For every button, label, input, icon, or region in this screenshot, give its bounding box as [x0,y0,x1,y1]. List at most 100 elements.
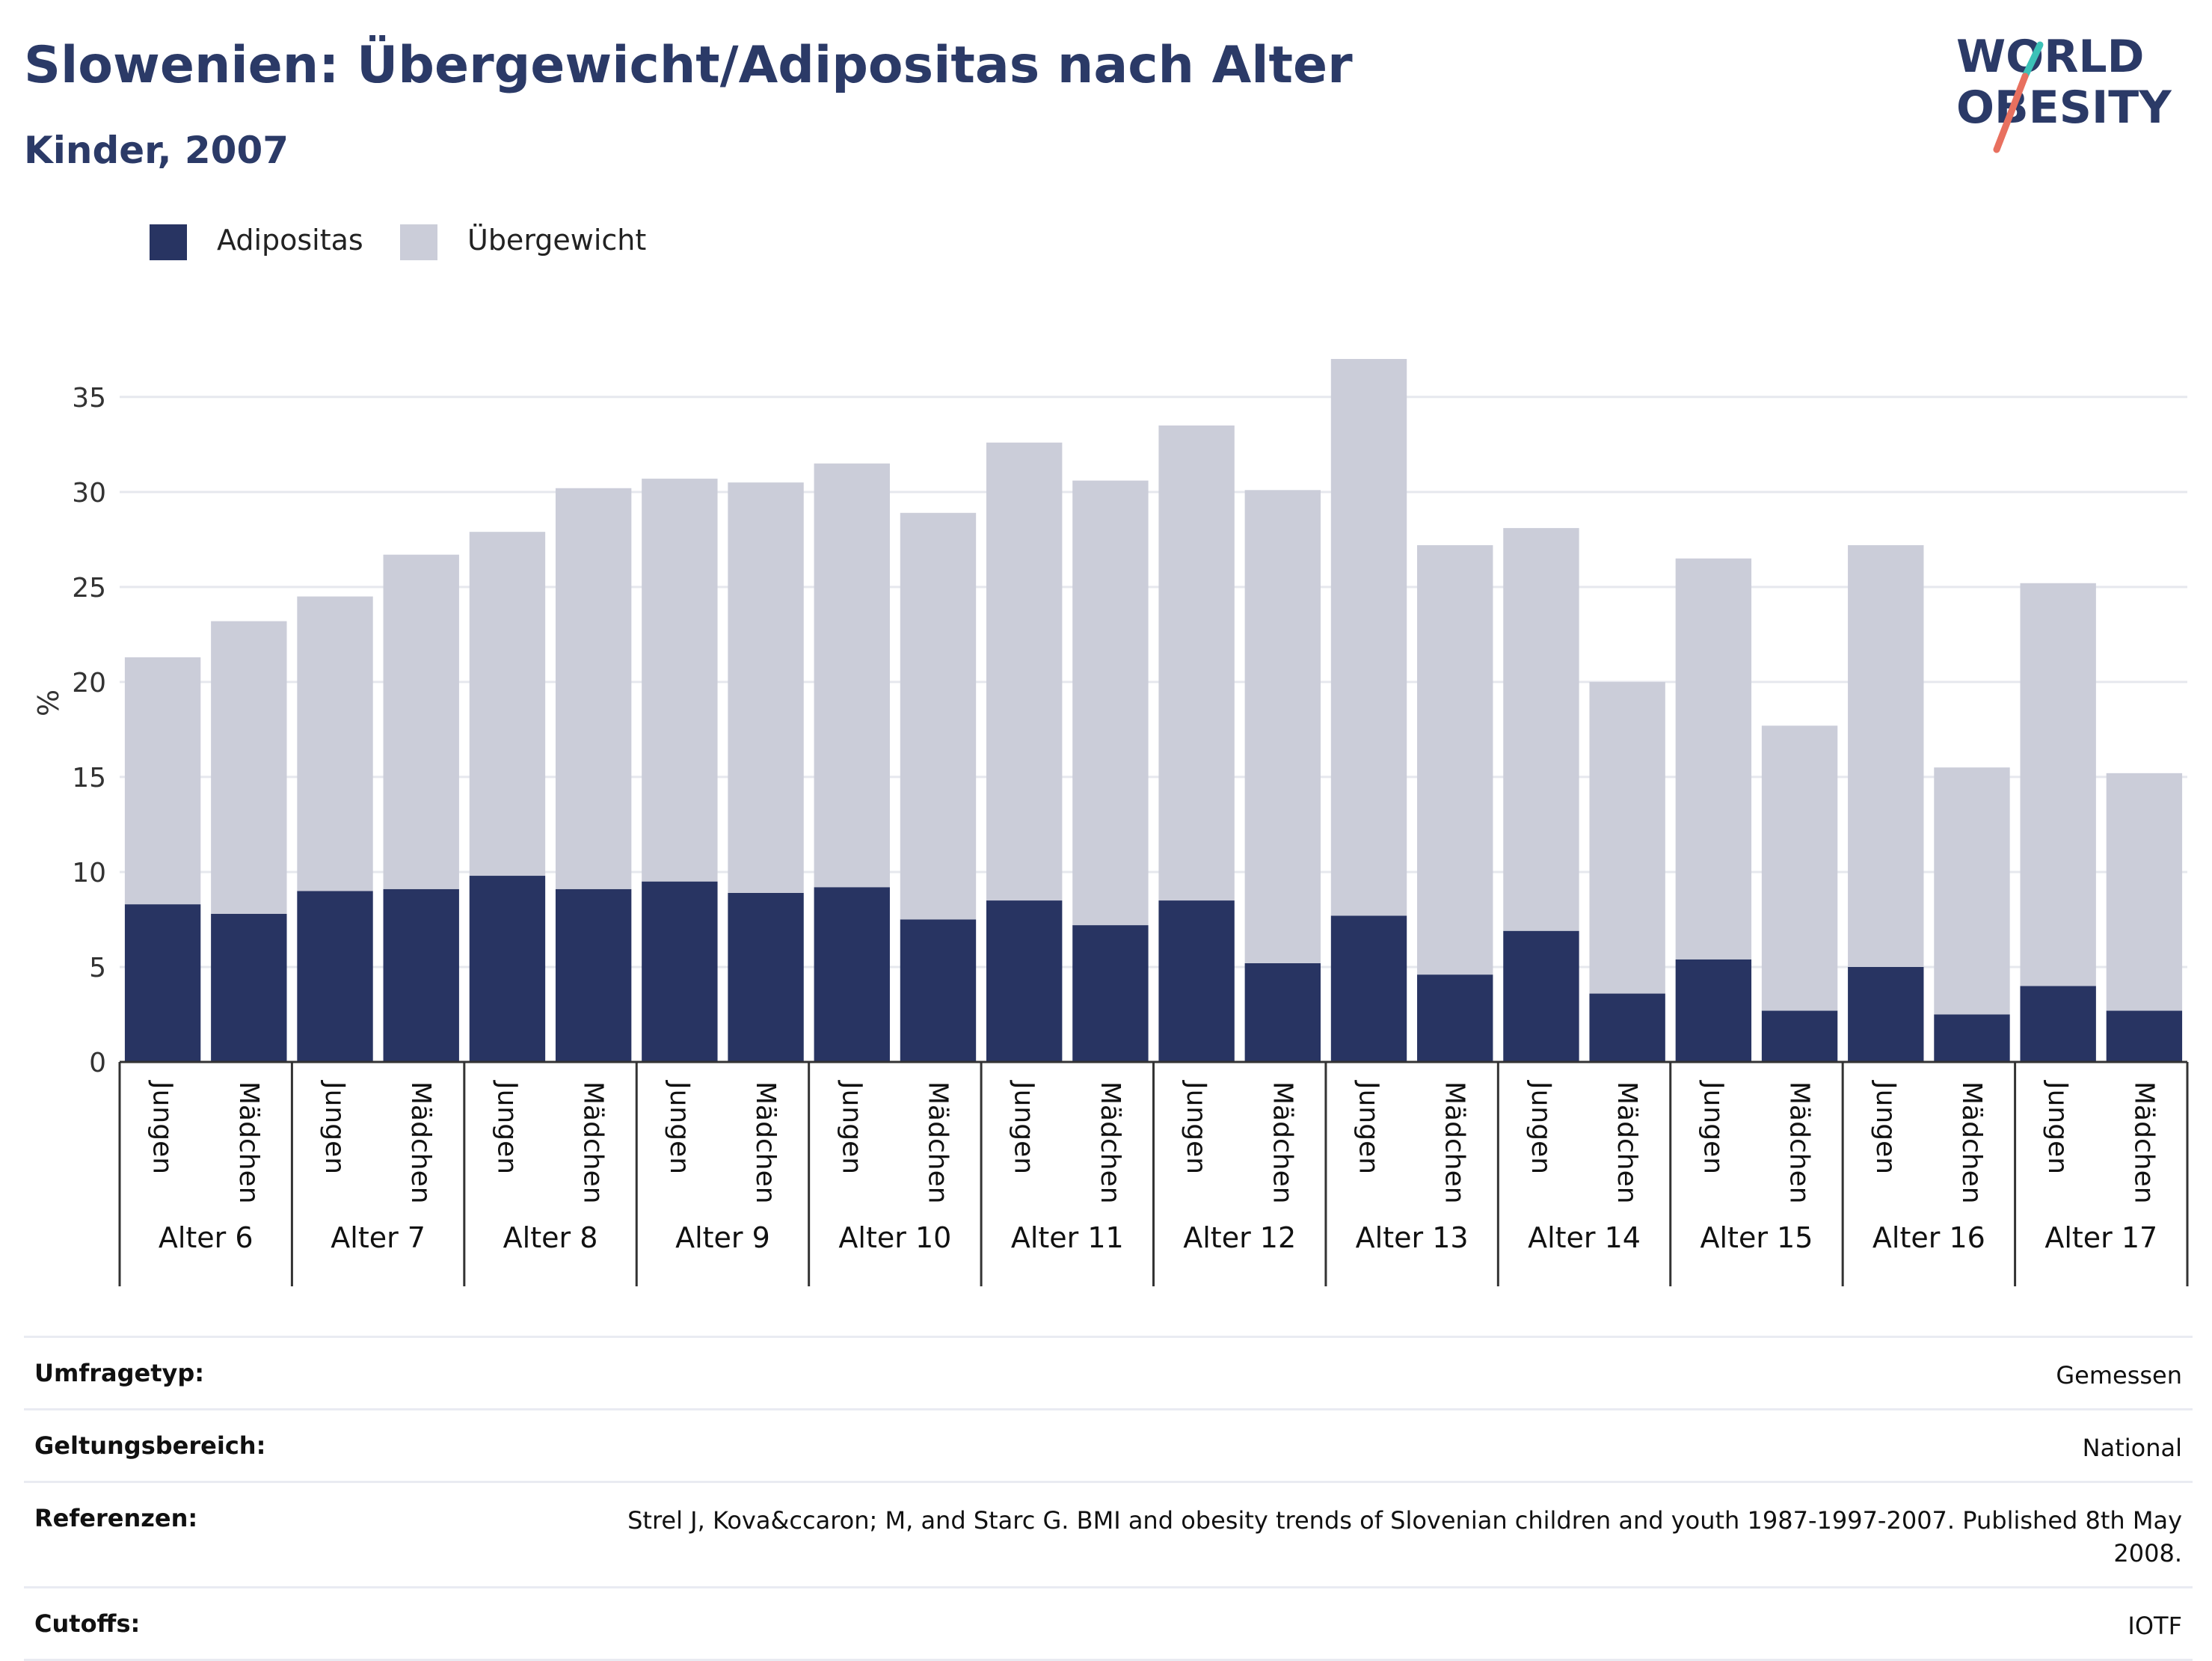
bar-uebergewicht[interactable] [1589,681,1665,994]
bar-adipositas[interactable] [1158,900,1235,1062]
chart-subtitle: Kinder, 2007 [24,129,289,172]
bar-uebergewicht[interactable] [1761,725,1838,1011]
meta-value: Strel J, Kova&ccaron; M, and Starc G. BM… [627,1506,2182,1568]
bar-adipositas[interactable] [1244,962,1321,1062]
x-subcategory-label: Jungen [319,1080,350,1174]
x-subcategory-label: Mädchen [1956,1081,1987,1204]
chart-title: Slowenien: Übergewicht/Adipositas nach A… [24,36,1353,95]
bar-uebergewicht[interactable] [2020,583,2096,986]
y-axis-label: % [32,690,65,716]
bar-adipositas[interactable] [1848,966,1924,1062]
x-subcategory-label: Jungen [664,1080,695,1174]
bar-adipositas[interactable] [900,919,977,1062]
meta-row-survey-type: Umfragetyp: Gemessen [24,1336,2193,1408]
bar-uebergewicht[interactable] [1934,767,2010,1015]
axes [118,1060,2189,1286]
y-tick-label: 15 [72,763,106,793]
bar-uebergewicht[interactable] [1503,528,1579,931]
bar-uebergewicht[interactable] [1244,490,1321,963]
x-subcategory-label: Jungen [1526,1080,1556,1174]
bar-uebergewicht[interactable] [297,596,373,891]
bar-adipositas[interactable] [555,888,632,1062]
bar-uebergewicht[interactable] [469,532,546,876]
bar-adipositas[interactable] [469,876,546,1062]
x-subcategory-label: Mädchen [922,1081,953,1204]
x-group-label: Alter 16 [1872,1221,1985,1254]
bar-adipositas[interactable] [211,913,287,1062]
x-subcategory-label: Mädchen [1440,1081,1470,1204]
bar-uebergewicht[interactable] [1417,544,1493,975]
bar-uebergewicht[interactable] [1158,425,1235,901]
legend-label-uebergewicht: Übergewicht [467,224,647,257]
x-subcategory-label: Mädchen [578,1081,609,1204]
meta-row-coverage: Geltungsbereich: National [24,1408,2193,1481]
bar-adipositas[interactable] [986,900,1063,1062]
x-group-label: Alter 7 [331,1221,425,1254]
x-group-label: Alter 8 [503,1221,598,1254]
bar-uebergewicht[interactable] [814,463,890,888]
x-subcategory-label: Jungen [1698,1080,1728,1174]
x-subcategory-label: Jungen [1181,1080,1211,1174]
x-group-label: Alter 12 [1183,1221,1296,1254]
y-tick-label: 0 [89,1048,106,1078]
bar-adipositas[interactable] [124,904,201,1062]
bar-uebergewicht[interactable] [555,488,632,889]
x-group-label: Alter 13 [1356,1221,1469,1254]
metadata-table: Umfragetyp: Gemessen Geltungsbereich: Na… [24,1336,2193,1661]
bar-uebergewicht[interactable] [1330,359,1407,916]
bar-adipositas[interactable] [297,891,373,1062]
legend-swatch-adipositas [150,224,187,260]
axis-labels: 0 5 10 15 20 25 30 35% Jungen Mädchen Jungen Mädche… [32,383,2159,1254]
bar-uebergewicht[interactable] [124,657,201,905]
y-tick-label: 10 [72,858,106,888]
x-group-label: Alter 6 [159,1221,254,1254]
bar-uebergewicht[interactable] [642,479,718,882]
bar-uebergewicht[interactable] [211,621,287,914]
stacked-bar-chart: 0 5 10 15 20 25 30 35% Jungen Mädchen Jungen Mädche… [32,359,2189,1286]
x-subcategory-label: Jungen [147,1080,178,1174]
bar-uebergewicht[interactable] [1848,544,1924,967]
logo-slash-coral [1993,73,2029,153]
x-subcategory-label: Jungen [1009,1080,1039,1174]
x-group-label: Alter 14 [1528,1221,1641,1254]
x-group-label: Alter 15 [1701,1221,1813,1254]
bar-adipositas[interactable] [1934,1014,2010,1062]
x-group-label: Alter 9 [675,1221,770,1254]
bar-adipositas[interactable] [1417,974,1493,1062]
bar-uebergewicht[interactable] [986,442,1063,901]
grid-lines [120,396,2187,968]
bar-adipositas[interactable] [1761,1010,1838,1062]
x-subcategory-label: Mädchen [1095,1081,1125,1204]
bar-adipositas[interactable] [2106,1010,2183,1062]
bar-adipositas[interactable] [1675,959,1752,1062]
bar-adipositas[interactable] [642,881,718,1062]
bar-adipositas[interactable] [728,892,804,1062]
bar-uebergewicht[interactable] [2106,773,2183,1011]
meta-row-cutoffs: Cutoffs: IOTF [24,1586,2193,1661]
bar-adipositas[interactable] [1330,915,1407,1062]
bar-adipositas[interactable] [1072,925,1149,1062]
world-obesity-logo: WORLD OBESITY [1956,31,2172,153]
bar-uebergewicht[interactable] [900,512,977,920]
bar-adipositas[interactable] [1589,993,1665,1062]
y-tick-label: 35 [72,383,106,414]
bar-uebergewicht[interactable] [1675,558,1752,960]
x-subcategory-label: Mädchen [1784,1081,1815,1204]
x-group-label: Alter 11 [1011,1221,1124,1254]
x-group-label: Alter 10 [838,1221,951,1254]
bar-uebergewicht[interactable] [383,554,459,889]
bar-adipositas[interactable] [2020,986,2096,1062]
y-tick-label: 20 [72,668,106,699]
bar-adipositas[interactable] [814,887,890,1062]
x-subcategory-label: Jungen [2042,1080,2073,1174]
logo-text-obesity: OBESITY [1956,82,2172,134]
bar-adipositas[interactable] [1503,930,1579,1062]
bar-uebergewicht[interactable] [728,482,804,893]
meta-label: Referenzen: [34,1504,198,1532]
y-tick-label: 25 [72,573,106,604]
x-subcategory-label: Mädchen [2128,1081,2159,1204]
bar-adipositas[interactable] [383,888,459,1062]
bar-uebergewicht[interactable] [1072,480,1149,926]
x-subcategory-label: Jungen [1354,1080,1384,1174]
x-subcategory-label: Jungen [1870,1080,1901,1174]
